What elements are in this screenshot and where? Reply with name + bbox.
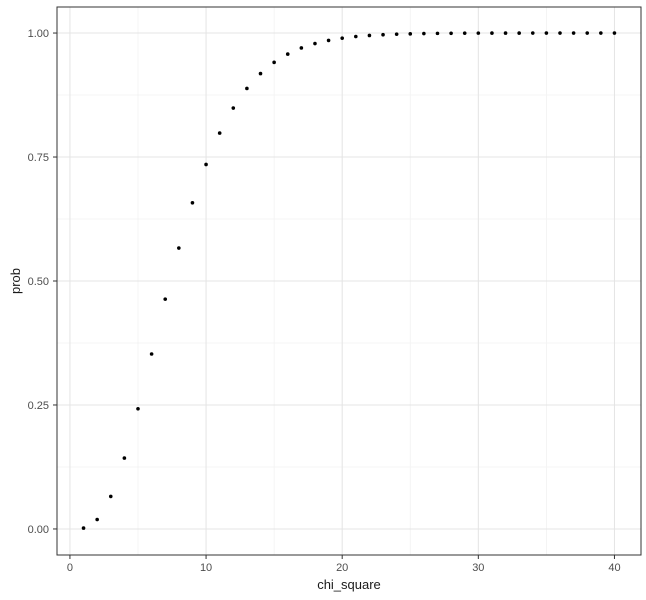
data-point	[435, 31, 440, 36]
data-point	[381, 32, 385, 37]
data-point	[299, 46, 304, 50]
data-point	[163, 297, 168, 301]
data-point	[462, 31, 467, 35]
x-tick-label: 0	[67, 562, 73, 574]
data-point	[95, 517, 99, 522]
data-point	[136, 406, 140, 411]
data-point	[571, 31, 576, 35]
data-point	[449, 31, 453, 36]
data-point	[272, 60, 276, 65]
data-point	[612, 31, 617, 35]
plot-panel-group: 0 10 20 30 40 0.00 0.25 0.50 0.75 1.00	[28, 6, 642, 574]
data-point	[190, 200, 195, 205]
data-point	[408, 32, 413, 36]
data-point	[394, 32, 399, 36]
x-tick-label: 20	[336, 562, 348, 574]
y-tick-label: 0.75	[28, 152, 49, 164]
data-point	[599, 31, 603, 35]
data-point	[231, 106, 236, 110]
data-point	[354, 34, 358, 39]
data-point	[326, 38, 331, 43]
y-tick-label: 0.25	[28, 400, 49, 412]
data-point	[258, 71, 263, 76]
data-point	[585, 31, 590, 35]
y-tick-label: 0.50	[28, 276, 49, 288]
data-point	[558, 31, 562, 35]
data-point	[544, 31, 549, 35]
y-axis-title: prob	[8, 268, 23, 294]
x-tick-label: 30	[472, 562, 484, 574]
data-point	[204, 162, 208, 167]
data-point	[217, 131, 222, 135]
data-point	[122, 456, 127, 460]
data-point	[313, 41, 317, 46]
data-point	[367, 33, 372, 38]
data-point	[422, 31, 426, 36]
data-point	[340, 36, 344, 40]
data-point	[517, 31, 521, 35]
data-point	[285, 52, 290, 56]
data-point	[177, 246, 181, 250]
data-point	[476, 31, 481, 35]
data-point	[245, 86, 249, 91]
data-point	[149, 352, 154, 356]
data-point	[108, 494, 113, 499]
y-tick-label: 1.00	[28, 28, 49, 40]
data-point	[490, 31, 494, 35]
data-point	[530, 31, 535, 35]
data-point	[503, 31, 508, 35]
x-tick-label: 10	[200, 562, 212, 574]
x-tick-label: 40	[608, 562, 620, 574]
data-point	[81, 526, 86, 530]
x-axis-title: chi_square	[317, 577, 381, 592]
y-tick-label: 0.00	[28, 524, 49, 536]
